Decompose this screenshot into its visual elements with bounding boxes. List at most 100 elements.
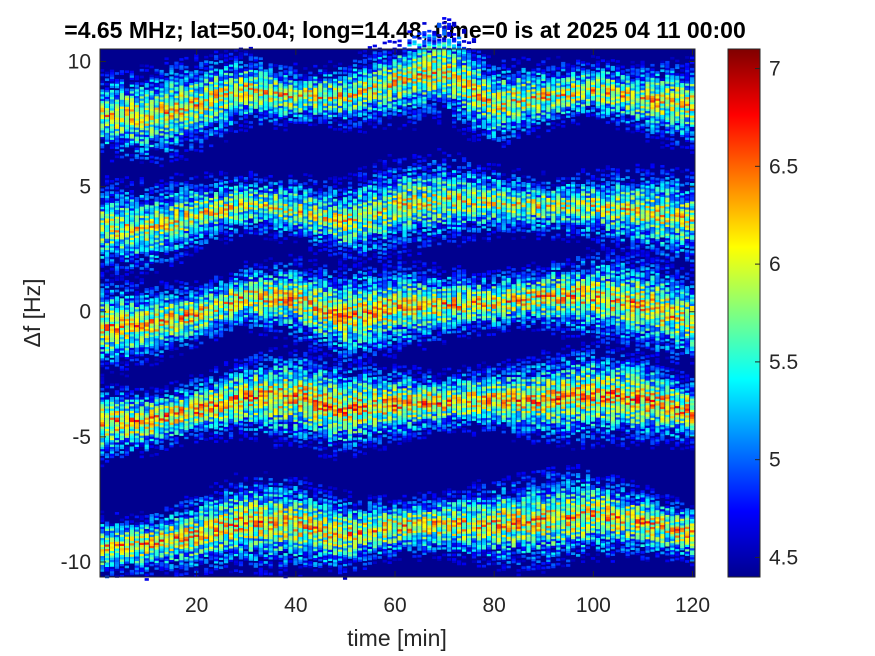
heat-cell (149, 135, 154, 139)
heat-cell (139, 75, 144, 79)
heat-cell (223, 67, 229, 71)
heat-cell (486, 109, 491, 113)
heat-cell (471, 69, 477, 73)
heat-cell (233, 121, 239, 124)
heat-cell (263, 112, 268, 115)
heat-cell (427, 41, 432, 44)
heat-cell (174, 149, 179, 153)
heat-cell (149, 103, 154, 107)
heat-cell (179, 187, 184, 190)
heat-cell (461, 127, 467, 131)
heat-cell (263, 94, 268, 97)
heat-cell (179, 118, 184, 122)
heat-cell (223, 101, 229, 105)
heat-cell (447, 45, 452, 49)
heat-cell (362, 54, 367, 58)
heat-cell (333, 87, 338, 91)
heat-cell (333, 207, 338, 211)
heat-cell (149, 101, 154, 105)
heat-cell (104, 177, 110, 181)
heat-cell (278, 241, 283, 244)
heat-cell (576, 73, 581, 76)
heat-cell (144, 134, 149, 138)
heat-cell (387, 114, 392, 118)
heat-cell (397, 91, 402, 95)
heat-cell (447, 92, 452, 96)
heat-cell (690, 124, 695, 127)
heat-cell (129, 181, 134, 184)
heat-cell (154, 86, 159, 90)
heat-cell (100, 116, 105, 120)
heat-cell (179, 116, 184, 120)
heat-cell (109, 132, 115, 136)
heat-cell (159, 74, 164, 78)
heat-cell (184, 95, 189, 98)
heat-cell (100, 93, 105, 97)
heat-cell (154, 107, 159, 110)
heat-cell (323, 87, 328, 91)
heat-cell (109, 180, 115, 183)
heat-cell (114, 139, 120, 143)
heat-cell (442, 59, 447, 63)
heat-cell (209, 220, 214, 223)
heat-cell (338, 121, 343, 124)
heat-cell (516, 82, 521, 85)
heat-cell (189, 73, 194, 77)
heat-cell (149, 146, 154, 150)
heat-cell (199, 70, 204, 74)
heat-cell (139, 260, 144, 263)
heat-cell (461, 49, 467, 52)
heat-cell (377, 70, 382, 73)
heat-cell (179, 112, 184, 115)
heat-cell (174, 72, 179, 76)
heat-cell (139, 140, 144, 144)
heat-cell (605, 82, 610, 86)
heat-cell (223, 88, 229, 91)
heat-cell (233, 91, 239, 95)
heat-cell (476, 133, 482, 137)
heat-cell (471, 107, 477, 111)
heat-cell (407, 73, 412, 76)
heat-cell (243, 93, 248, 97)
heat-cell (447, 90, 452, 94)
heat-cell (333, 94, 338, 97)
heat-cell (144, 87, 149, 90)
heat-cell (268, 74, 273, 78)
heat-cell (209, 61, 214, 64)
heat-cell (432, 93, 437, 97)
heat-cell (417, 97, 422, 101)
heat-cell (263, 219, 268, 223)
heat-cell (333, 189, 338, 193)
heat-cell (466, 95, 472, 99)
heat-cell (174, 131, 179, 135)
heat-cell (506, 81, 511, 85)
heat-cell (481, 90, 486, 93)
heat-cell (605, 60, 610, 64)
heat-cell (367, 120, 372, 124)
heat-cell (238, 88, 244, 91)
heat-cell (214, 86, 219, 90)
heat-cell (149, 85, 154, 89)
heat-cell (318, 96, 323, 100)
heat-cell (576, 82, 581, 85)
heat-cell (397, 104, 402, 108)
heat-cell (338, 229, 343, 232)
heat-cell (268, 106, 273, 109)
heat-cell (204, 114, 209, 118)
heat-cell (228, 61, 234, 65)
heat-cell (273, 113, 278, 117)
heat-cell (199, 138, 204, 142)
heat-cell (194, 128, 199, 132)
heat-cell (159, 132, 164, 136)
heat-cell (650, 63, 655, 67)
heat-cell (139, 100, 144, 104)
heat-cell (228, 180, 234, 183)
heat-cell (526, 71, 531, 75)
heat-cell (471, 65, 477, 68)
heat-cell (288, 109, 293, 112)
heat-cell (293, 231, 298, 235)
heat-cell (536, 103, 541, 107)
heat-cell (179, 182, 184, 186)
heat-cell (124, 122, 129, 125)
heat-cell (377, 79, 382, 82)
